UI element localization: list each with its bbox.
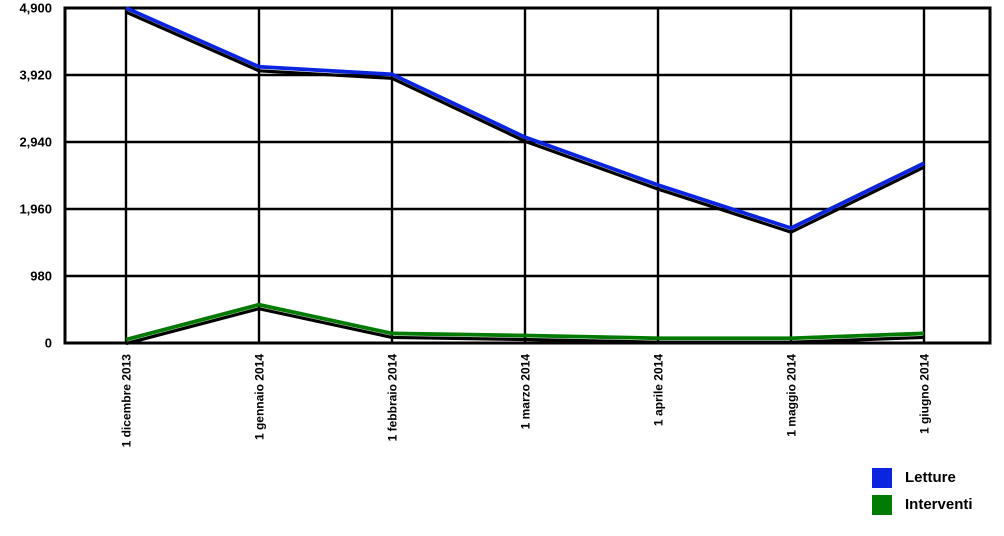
legend-item-interventi: Interventi — [872, 495, 973, 515]
letture-swatch-icon — [872, 468, 892, 488]
chart-legend: Letture Interventi — [872, 468, 973, 515]
svg-text:2,940: 2,940 — [19, 135, 52, 150]
legend-label-interventi: Interventi — [905, 496, 973, 513]
legend-item-letture: Letture — [872, 468, 973, 488]
svg-text:1 maggio 2014: 1 maggio 2014 — [785, 354, 799, 437]
svg-text:0: 0 — [45, 336, 52, 351]
svg-text:1 aprile 2014: 1 aprile 2014 — [652, 354, 666, 426]
svg-text:1 marzo 2014: 1 marzo 2014 — [519, 354, 533, 430]
legend-label-letture: Letture — [905, 469, 956, 486]
svg-text:1 dicembre 2013: 1 dicembre 2013 — [120, 354, 134, 448]
interventi-swatch-icon — [872, 495, 892, 515]
svg-text:4,900: 4,900 — [19, 1, 52, 16]
svg-text:3,920: 3,920 — [19, 68, 52, 83]
svg-text:1 gennaio 2014: 1 gennaio 2014 — [253, 354, 267, 440]
svg-text:980: 980 — [30, 269, 52, 284]
svg-text:1 febbraio 2014: 1 febbraio 2014 — [386, 354, 400, 442]
svg-text:1,960: 1,960 — [19, 202, 52, 217]
svg-text:1 giugno 2014: 1 giugno 2014 — [918, 354, 932, 434]
